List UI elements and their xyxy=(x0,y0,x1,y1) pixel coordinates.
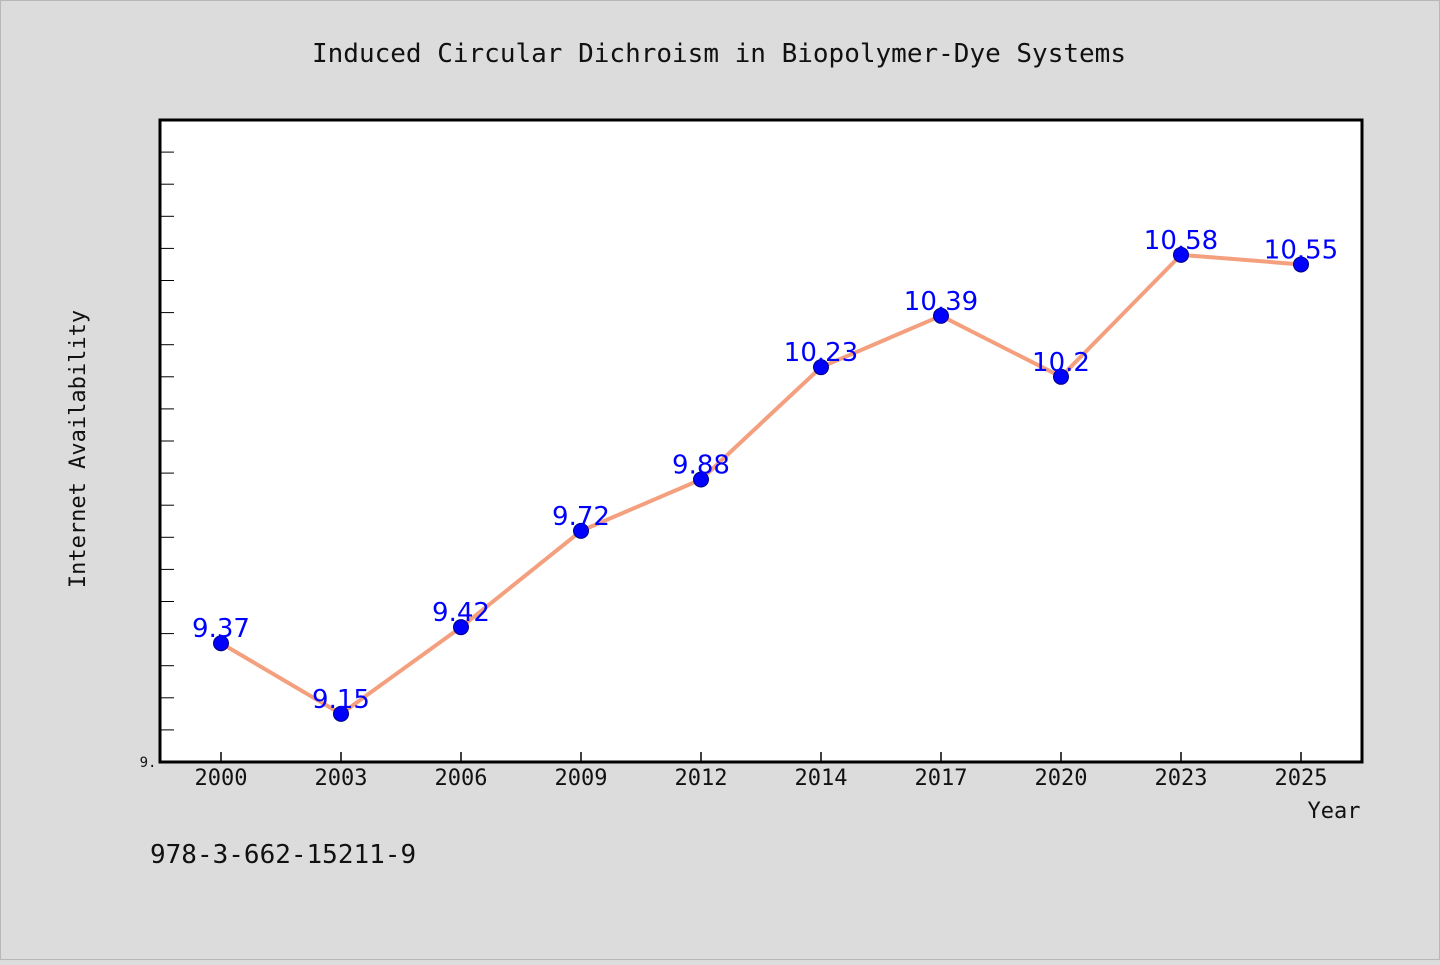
data-point xyxy=(213,635,229,652)
x-tick-label: 2014 xyxy=(795,766,848,791)
data-label: 9.37 xyxy=(192,614,250,644)
x-axis-tick-labels: 2000 2003 2006 2009 2012 2014 2017 2020 2023 2025 xyxy=(195,766,1328,791)
x-tick-label: 2003 xyxy=(315,766,368,791)
chart-title: Induced Circular Dichroism in Biopolymer… xyxy=(312,39,1126,69)
x-tick-label: 2012 xyxy=(675,766,728,791)
plot-area xyxy=(158,118,1364,764)
data-point xyxy=(1173,246,1189,263)
x-axis-label: Year xyxy=(1308,799,1361,824)
data-labels: 9.37 9.15 9.42 9.72 9.88 10.23 10.39 10.2 10.58 1… xyxy=(192,226,1338,715)
x-tick-label: 2020 xyxy=(1035,766,1088,791)
data-label: 10.2 xyxy=(1032,348,1090,378)
data-label: 9.15 xyxy=(312,685,370,715)
data-point xyxy=(573,522,589,539)
x-tick-label: 2023 xyxy=(1155,766,1208,791)
data-point xyxy=(453,619,469,636)
x-axis-ticks xyxy=(220,752,1302,762)
y-axis-ticks xyxy=(160,151,174,731)
data-point xyxy=(813,359,829,376)
data-point xyxy=(933,307,949,324)
data-point xyxy=(333,705,349,722)
data-point xyxy=(1293,256,1309,273)
data-label: 9.42 xyxy=(432,598,490,628)
x-tick-label: 2009 xyxy=(555,766,608,791)
y-axis-label: Internet Availability xyxy=(66,310,91,588)
data-label: 9.88 xyxy=(672,451,730,481)
y-tick-label: 9. xyxy=(140,755,157,771)
data-label: 10.55 xyxy=(1264,235,1338,265)
footnote-isbn: 978-3-662-15211-9 xyxy=(150,840,416,870)
data-point xyxy=(1053,368,1069,385)
series-layer xyxy=(213,246,1309,722)
x-tick-label: 2006 xyxy=(435,766,488,791)
x-tick-label: 2017 xyxy=(915,766,968,791)
data-label: 10.23 xyxy=(784,338,858,368)
data-label: 9.72 xyxy=(552,502,610,532)
data-label: 10.58 xyxy=(1144,226,1218,256)
x-tick-label: 2025 xyxy=(1275,766,1328,791)
data-point xyxy=(693,471,709,488)
series-line xyxy=(219,252,1303,716)
x-tick-label: 2000 xyxy=(195,766,248,791)
data-label: 10.39 xyxy=(904,287,978,317)
